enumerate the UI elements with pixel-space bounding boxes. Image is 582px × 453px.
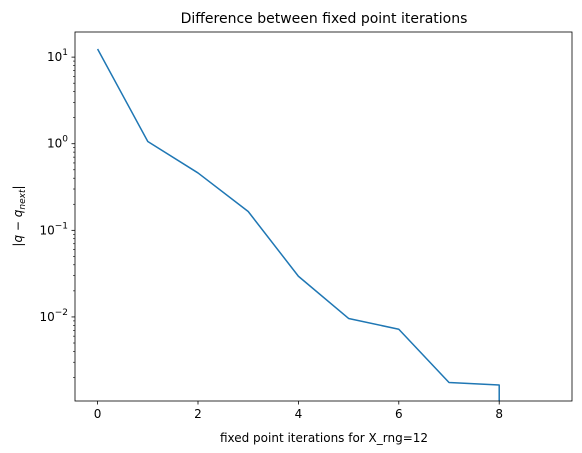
x-axis-label: fixed point iterations for X_rng=12 [220,431,428,445]
y-tick-label: 10−2 [39,308,68,324]
x-axis-ticks: 0 2 4 6 8 [94,401,503,421]
series-line-0 [96,48,500,401]
plot-series-group [96,48,500,401]
plot-frame [74,31,573,402]
chart-title: Difference between fixed point iteration… [181,11,468,27]
y-tick-label: 100 [47,135,68,151]
y-axis-label-subscript: next [18,189,28,210]
y-axis-ticks: 10−2 10−1 100 101 [39,48,75,378]
y-axis-label-end: | [11,185,25,189]
y-axis-label-main: |q − q [11,209,25,246]
y-tick-label: 101 [47,48,68,64]
x-tick-label: 2 [194,407,202,421]
x-tick-label: 8 [495,407,503,421]
x-tick-label: 0 [94,407,102,421]
x-tick-label: 6 [395,407,403,421]
x-tick-label: 4 [295,407,303,421]
y-axis-label: |q − qnext| [11,185,28,246]
y-tick-label: 10−1 [39,221,68,237]
